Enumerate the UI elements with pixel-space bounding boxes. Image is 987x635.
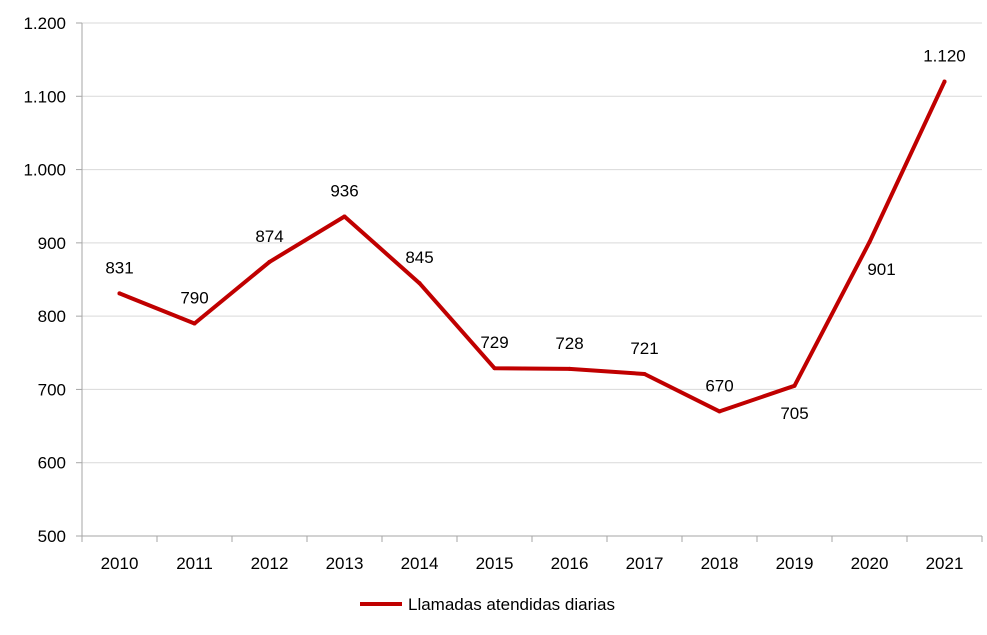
y-axis-ticks: 500 600 700 800 900 1.000 1.100 1.200: [23, 14, 66, 546]
data-label-2013: 936: [330, 181, 358, 200]
x-tick-label-2017: 2017: [626, 554, 664, 573]
data-point-2011: [192, 321, 197, 326]
y-tick-label: 600: [38, 454, 66, 473]
data-label-2015: 729: [480, 333, 508, 352]
data-label-2019: 705: [780, 404, 808, 423]
data-point-2018: [717, 409, 722, 414]
data-point-2021: [942, 79, 947, 84]
data-point-2020: [867, 240, 872, 245]
y-tick-label: 700: [38, 380, 66, 399]
y-tick-label: 1.200: [23, 14, 66, 33]
data-label-2011: 790: [180, 288, 208, 307]
x-tick-label-2011: 2011: [176, 554, 213, 573]
y-tick-label: 1.000: [23, 161, 66, 180]
gridlines: [82, 22, 982, 464]
x-tick-label-2021: 2021: [926, 554, 964, 573]
series-line-llamadas: [117, 79, 947, 414]
data-label-2021: 1.120: [923, 47, 966, 66]
data-point-2014: [417, 281, 422, 286]
x-tick-label-2015: 2015: [476, 554, 514, 573]
data-labels: 831 790 874 936 845 729 728 721 670 705 901 1.120: [105, 47, 965, 423]
data-point-2013: [342, 214, 347, 219]
data-point-2015: [492, 366, 497, 371]
x-tick-label-2014: 2014: [401, 554, 439, 573]
data-point-2016: [567, 366, 572, 371]
data-point-2010: [117, 291, 122, 296]
data-label-2010: 831: [105, 258, 133, 277]
data-label-2017: 721: [630, 339, 658, 358]
x-tick-label-2019: 2019: [776, 554, 814, 573]
y-tick-label: 800: [38, 307, 66, 326]
data-point-2017: [642, 372, 647, 377]
data-point-2012: [267, 259, 272, 264]
y-tick-label: 900: [38, 234, 66, 253]
legend: Llamadas atendidas diarias: [360, 595, 615, 614]
y-tick-label: 1.100: [23, 87, 66, 106]
y-tick-label: 500: [38, 527, 66, 546]
data-label-2012: 874: [255, 227, 283, 246]
data-label-2016: 728: [555, 334, 583, 353]
data-label-2014: 845: [405, 248, 433, 267]
x-tick-label-2010: 2010: [101, 554, 139, 573]
x-tick-label-2013: 2013: [326, 554, 364, 573]
data-label-2018: 670: [705, 376, 733, 395]
x-tick-label-2012: 2012: [251, 554, 289, 573]
axes: [76, 22, 983, 542]
data-point-2019: [792, 383, 797, 388]
x-tick-label-2018: 2018: [701, 554, 739, 573]
series-group: [117, 79, 947, 414]
legend-label: Llamadas atendidas diarias: [408, 595, 615, 614]
x-axis-ticks: 2010 2011 2012 2013 2014 2015 2016 2017 2018 2019…: [101, 554, 964, 573]
x-tick-label-2020: 2020: [851, 554, 889, 573]
data-label-2020: 901: [867, 260, 895, 279]
x-tick-label-2016: 2016: [551, 554, 589, 573]
